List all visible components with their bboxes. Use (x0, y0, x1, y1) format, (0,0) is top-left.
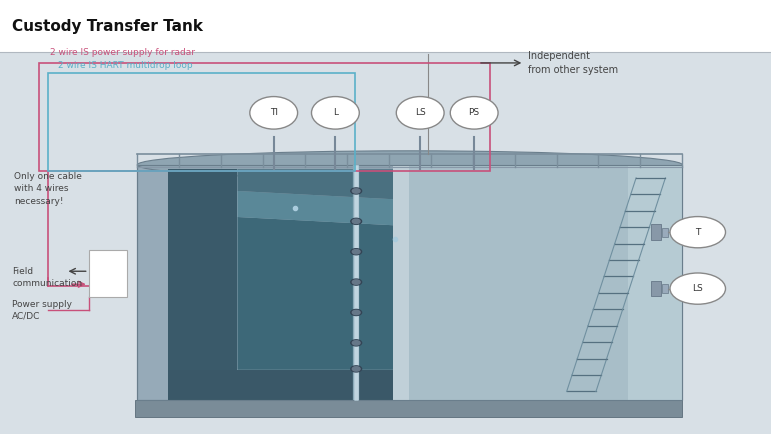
Text: Field
communication: Field communication (12, 267, 82, 288)
Text: L: L (333, 108, 338, 117)
Polygon shape (393, 165, 409, 400)
Text: Independent
from other system: Independent from other system (528, 51, 618, 75)
Polygon shape (168, 370, 401, 400)
Circle shape (352, 280, 360, 284)
Text: Only one cable
with 4 wires
necessary!: Only one cable with 4 wires necessary! (14, 172, 82, 206)
Circle shape (352, 310, 360, 315)
Bar (651, 224, 661, 240)
Ellipse shape (396, 97, 444, 129)
Polygon shape (237, 217, 401, 370)
Text: Power supply
AC/DC: Power supply AC/DC (12, 300, 72, 321)
Bar (662, 284, 668, 293)
Bar (89, 250, 127, 297)
Ellipse shape (450, 97, 498, 129)
Text: 2 wire IS HART multidrop loop: 2 wire IS HART multidrop loop (58, 61, 193, 70)
Bar (137, 165, 682, 400)
Text: TI: TI (270, 108, 278, 117)
Bar (0, 0, 771, 52)
Bar (137, 165, 682, 400)
Ellipse shape (311, 97, 359, 129)
Ellipse shape (250, 97, 298, 129)
Circle shape (670, 217, 726, 248)
Polygon shape (168, 169, 237, 400)
Text: LS: LS (415, 108, 426, 117)
Circle shape (351, 340, 362, 346)
Circle shape (351, 249, 362, 255)
Bar (662, 228, 668, 237)
Circle shape (352, 250, 360, 254)
Circle shape (351, 279, 362, 285)
Circle shape (352, 189, 360, 193)
Circle shape (351, 218, 362, 224)
Polygon shape (628, 165, 682, 400)
Circle shape (352, 219, 360, 224)
Circle shape (352, 367, 360, 371)
Text: 2 wire IS power supply for radar: 2 wire IS power supply for radar (50, 48, 195, 57)
Polygon shape (237, 191, 401, 226)
Circle shape (351, 366, 362, 372)
Ellipse shape (137, 151, 682, 179)
Circle shape (351, 309, 362, 316)
Text: LS: LS (692, 284, 703, 293)
Circle shape (351, 188, 362, 194)
Bar (135, 400, 682, 417)
Polygon shape (237, 169, 401, 200)
Text: T: T (695, 228, 700, 237)
Polygon shape (401, 165, 682, 400)
Bar (651, 281, 661, 296)
Text: PS: PS (469, 108, 480, 117)
Circle shape (670, 273, 726, 304)
Text: Custody Transfer Tank: Custody Transfer Tank (12, 19, 203, 33)
Circle shape (352, 341, 360, 345)
